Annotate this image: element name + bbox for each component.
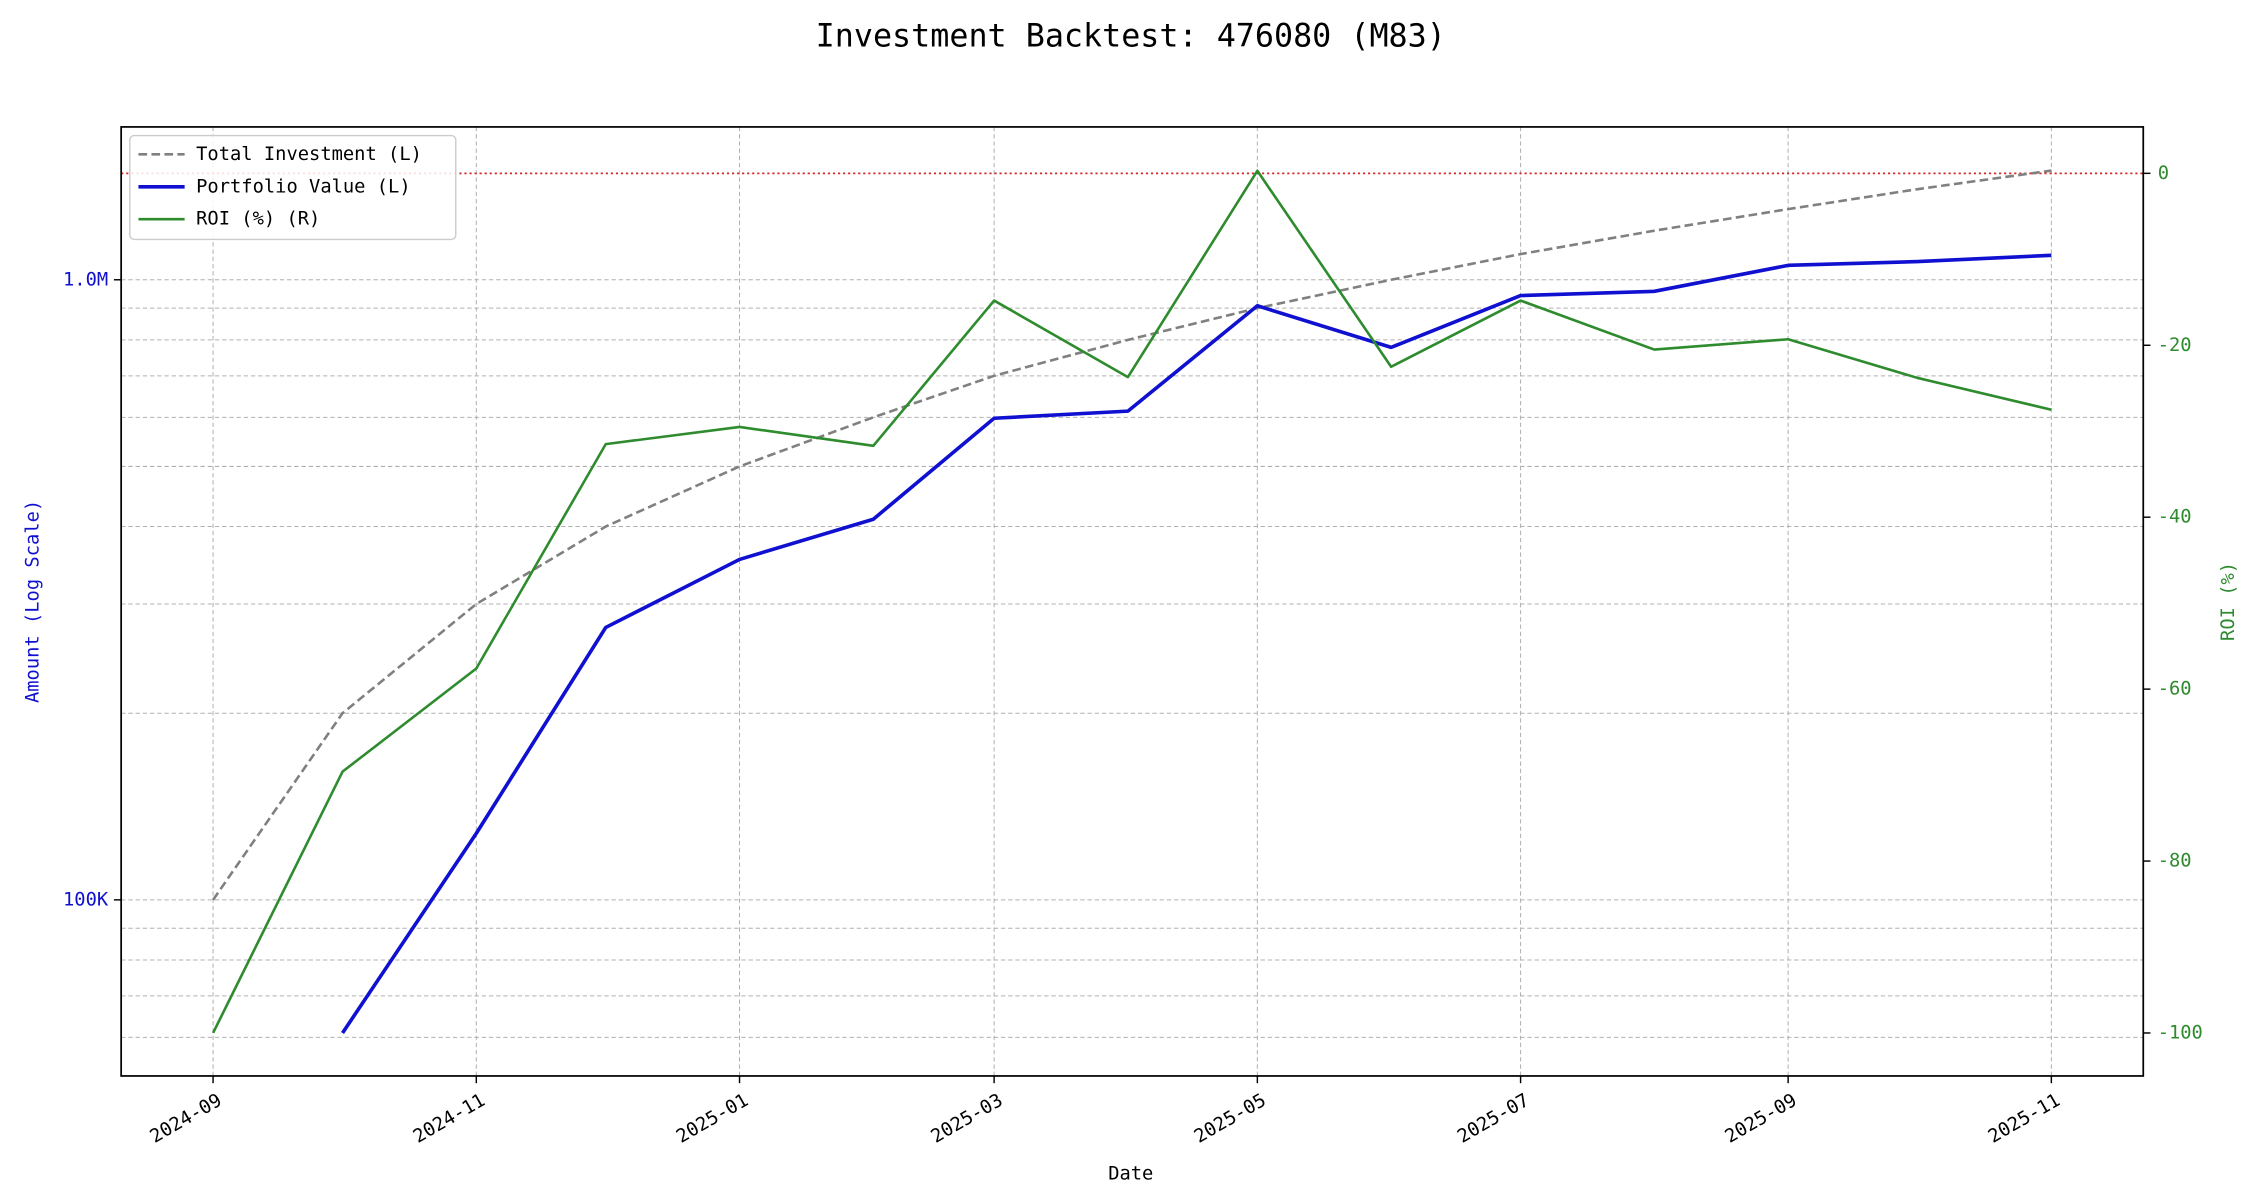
- y2-tick-label: -40: [2158, 507, 2192, 528]
- y2-tick-label: -20: [2158, 335, 2192, 356]
- y2-tick-label: -100: [2158, 1022, 2203, 1043]
- chart-title: Investment Backtest: 476080 (M83): [816, 19, 1446, 55]
- x-tick-label: 2025-09: [1722, 1090, 1801, 1148]
- x-tick-label: 2025-05: [1191, 1090, 1270, 1148]
- x-tick-label: 2024-11: [410, 1090, 489, 1148]
- series-line: [211, 169, 2052, 1034]
- x-tick-label: 2025-11: [1985, 1090, 2064, 1148]
- x-tick-label: 2025-03: [928, 1090, 1007, 1148]
- y-tick-label: 100K: [63, 889, 109, 910]
- y2-tick-label: -60: [2158, 679, 2192, 700]
- x-tick-label: 2025-07: [1454, 1090, 1533, 1148]
- x-tick-label: 2025-01: [673, 1090, 752, 1148]
- legend-label: ROI (%) (R): [196, 209, 320, 230]
- y-axis-label: Amount (Log Scale): [23, 500, 44, 703]
- y2-tick-label: 0: [2158, 163, 2169, 184]
- plot-frame: [120, 126, 2145, 1077]
- y2-tick-label: -80: [2158, 851, 2192, 872]
- x-axis-label: Date: [1108, 1164, 1153, 1185]
- legend-label: Portfolio Value (L): [196, 176, 410, 197]
- legend-label: Total Investment (L): [196, 144, 422, 165]
- series-line: [212, 169, 2052, 901]
- legend-box: [129, 134, 457, 241]
- series-line: [341, 253, 2052, 1034]
- y2-axis-label: ROI (%): [2218, 562, 2239, 641]
- x-tick-label: 2024-09: [147, 1090, 226, 1148]
- y-tick-label: 1.0M: [63, 269, 108, 290]
